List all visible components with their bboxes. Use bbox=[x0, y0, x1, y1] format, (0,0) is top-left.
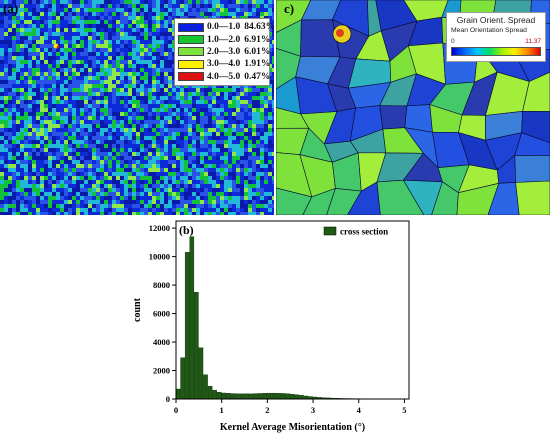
x-tick-label: 1 bbox=[220, 405, 224, 415]
histogram-bar bbox=[189, 236, 195, 400]
kam-legend-pct: 84.63% bbox=[244, 22, 274, 33]
kam-legend-pct: 6.91% bbox=[244, 34, 271, 45]
gos-scale-max: 11.37 bbox=[525, 38, 541, 45]
y-tick-label: 0 bbox=[166, 394, 170, 404]
kam-legend-pct: 0.47% bbox=[244, 71, 271, 82]
histogram-bar bbox=[276, 393, 281, 400]
histogram-bar bbox=[230, 393, 236, 400]
kam-histogram: 0 1 2 3 4 5 0 2000 4000 6000 8000 10000 12000 (b) cr… bbox=[132, 220, 410, 433]
kam-legend-row: 3.0—4.0 1.91% bbox=[178, 58, 270, 70]
histogram-bar bbox=[184, 252, 190, 400]
histogram-bar bbox=[212, 389, 217, 400]
histogram-bar bbox=[290, 393, 295, 400]
histogram-bar bbox=[235, 393, 240, 400]
histogram-bar bbox=[271, 392, 277, 400]
x-tick-label: 5 bbox=[402, 405, 406, 415]
kam-map-panel-a: (a) 0.0—1.0 84.63% 1.0—2.0 6.91% 2.0—3.0… bbox=[0, 0, 274, 215]
y-tick-label: 12000 bbox=[149, 223, 170, 233]
plot-frame bbox=[175, 220, 410, 400]
histogram-bar bbox=[180, 357, 185, 400]
histogram-bar bbox=[239, 393, 245, 400]
kam-legend-row: 1.0—2.0 6.91% bbox=[178, 33, 270, 45]
histogram-bar bbox=[258, 393, 263, 400]
gos-legend-subtitle: Mean Orientation Spread bbox=[451, 27, 527, 34]
panel-b-label: (b) bbox=[179, 223, 194, 237]
kam-legend-swatch bbox=[178, 72, 204, 82]
histogram-bar bbox=[253, 393, 259, 400]
y-axis-label: count bbox=[132, 297, 143, 322]
y-tick-label: 10000 bbox=[149, 252, 170, 262]
panel-c-label: c) bbox=[284, 1, 295, 16]
y-tick-label: 2000 bbox=[153, 366, 170, 376]
histogram-bar bbox=[285, 393, 291, 400]
x-tick-label: 4 bbox=[357, 405, 362, 415]
x-tick-label: 3 bbox=[311, 405, 315, 415]
legend-swatch bbox=[323, 226, 337, 236]
y-tick-label: 8000 bbox=[153, 280, 170, 290]
histogram-bar bbox=[198, 347, 204, 400]
histogram-bar bbox=[280, 393, 286, 400]
gos-scale-min: 0 bbox=[451, 38, 455, 45]
kam-legend-row: 2.0—3.0 6.01% bbox=[178, 46, 270, 58]
x-tick-label: 2 bbox=[265, 405, 269, 415]
kam-legend-swatch bbox=[178, 22, 204, 32]
kam-legend-swatch bbox=[178, 59, 204, 69]
x-tick-label: 0 bbox=[174, 405, 178, 415]
histogram-bar bbox=[267, 392, 272, 400]
kam-legend-pct: 1.91% bbox=[244, 59, 271, 70]
kam-legend-row: 0.0—1.0 84.63% bbox=[178, 21, 274, 33]
histogram-bar bbox=[299, 395, 304, 400]
kam-legend-range: 3.0—4.0 bbox=[207, 59, 241, 70]
histogram-bar bbox=[194, 291, 199, 400]
histogram-bar bbox=[221, 392, 227, 400]
kam-legend-range: 2.0—3.0 bbox=[207, 46, 241, 57]
histogram-bar bbox=[203, 374, 208, 400]
legend-label: cross section bbox=[340, 227, 388, 237]
x-axis-label: Kernel Average Misorientation (°) bbox=[220, 422, 365, 433]
histogram-bar bbox=[294, 394, 300, 400]
kam-legend-range: 1.0—2.0 bbox=[207, 34, 241, 45]
histogram-bar bbox=[248, 393, 254, 400]
kam-legend-range: 4.0—5.0 bbox=[207, 71, 241, 82]
histogram-bar bbox=[226, 393, 231, 400]
gos-colorbar bbox=[451, 47, 541, 56]
histogram-bar bbox=[262, 393, 268, 400]
kam-legend-row: 4.0—5.0 0.47% bbox=[178, 71, 270, 83]
gos-legend-title: Grain Orient. Spread bbox=[456, 15, 536, 25]
panel-a-label: (a) bbox=[3, 1, 19, 16]
histogram-bar bbox=[244, 393, 249, 400]
kam-legend: 0.0—1.0 84.63% 1.0—2.0 6.91% 2.0—3.0 6.0… bbox=[174, 18, 274, 86]
kam-legend-swatch bbox=[178, 47, 204, 57]
histogram-bar bbox=[175, 388, 181, 400]
y-tick-label: 4000 bbox=[153, 337, 170, 347]
y-tick-label: 6000 bbox=[153, 309, 170, 319]
kam-legend-swatch bbox=[178, 35, 204, 45]
histogram-bar bbox=[216, 391, 222, 400]
gos-legend: Grain Orient. Spread Mean Orientation Sp… bbox=[446, 12, 546, 62]
kam-legend-range: 0.0—1.0 bbox=[207, 22, 241, 33]
histogram-bar bbox=[207, 385, 213, 400]
grain-orientation-spread-panel-c: c) Grain Orient. Spread Mean Orientation… bbox=[276, 0, 550, 215]
kam-legend-pct: 6.01% bbox=[244, 46, 271, 57]
